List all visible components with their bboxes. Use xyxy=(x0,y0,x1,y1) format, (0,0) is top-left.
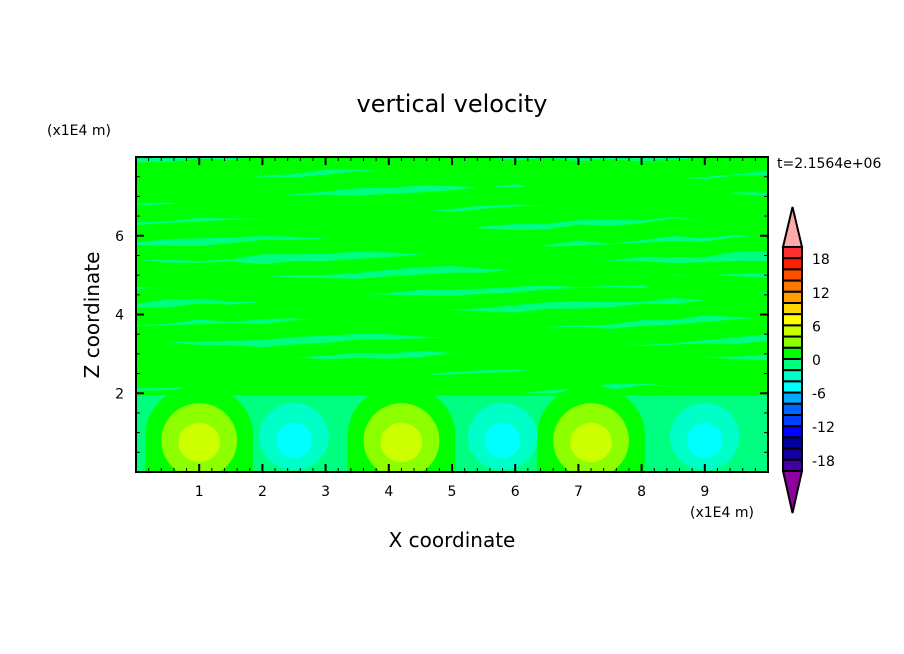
colorbar-swatch xyxy=(782,313,803,327)
y-unit-label: (x1E4 m) xyxy=(47,123,111,139)
colorbar-tick-label: 0 xyxy=(812,353,821,369)
colorbar-swatch xyxy=(782,447,803,461)
colorbar-under-triangle xyxy=(781,470,804,514)
colorbar-tick-label: 12 xyxy=(812,286,830,302)
contour-band xyxy=(136,166,768,198)
colorbar-swatch xyxy=(782,246,803,260)
contour-band xyxy=(136,185,768,214)
x-tick-label: 6 xyxy=(511,484,520,500)
colorbar-tick-label: 6 xyxy=(812,319,821,335)
x-axis-label: X coordinate xyxy=(389,528,516,552)
x-tick-label: 5 xyxy=(448,484,457,500)
colorbar-swatch xyxy=(782,391,803,405)
colorbar-swatch xyxy=(782,257,803,271)
x-tick-label: 9 xyxy=(700,484,709,500)
x-tick-label: 3 xyxy=(321,484,330,500)
contour-band xyxy=(136,218,768,248)
colorbar-swatch xyxy=(782,302,803,316)
contour-band xyxy=(136,300,768,330)
y-tick-label: 6 xyxy=(115,229,124,245)
y-tick-label: 4 xyxy=(115,308,124,324)
contour-band xyxy=(136,235,768,262)
contour-band xyxy=(136,157,768,183)
contour-band xyxy=(136,316,768,346)
contour-band xyxy=(136,252,768,277)
x-tick-label: 7 xyxy=(574,484,583,500)
downdraft-contour xyxy=(276,422,312,459)
x-tick-label: 1 xyxy=(195,484,204,500)
colorbar-swatch xyxy=(782,335,803,349)
updraft-contour xyxy=(570,422,612,463)
y-axis-label: Z coordinate xyxy=(80,252,104,379)
colorbar-swatch xyxy=(782,346,803,360)
x-tick-label: 2 xyxy=(258,484,267,500)
downdraft-contour xyxy=(687,422,723,459)
colorbar: 18 12 6 0 -6 -12 -18 xyxy=(781,206,835,514)
x-tick-label: 8 xyxy=(637,484,646,500)
colorbar-swatch xyxy=(782,380,803,394)
colorbar-tick-label: -6 xyxy=(812,387,826,403)
x-tick-label: 4 xyxy=(384,484,393,500)
colorbar-swatch xyxy=(782,414,803,428)
colorbar-swatch xyxy=(782,358,803,372)
chart-title: vertical velocity xyxy=(357,90,548,118)
colorbar-tick-label: -18 xyxy=(812,454,835,470)
colorbar-swatch xyxy=(782,402,803,416)
colorbar-swatch xyxy=(782,425,803,439)
updraft-contour xyxy=(178,422,221,463)
colorbar-swatch xyxy=(782,268,803,282)
colorbar-swatch xyxy=(782,290,803,304)
colorbar-tick-label: 18 xyxy=(812,252,830,268)
updraft-contour xyxy=(380,422,423,463)
colorbar-swatch xyxy=(782,324,803,338)
colorbar-swatch xyxy=(782,279,803,293)
x-unit-label: (x1E4 m) xyxy=(690,505,754,521)
axes: 1 2 3 4 5 6 7 8 9 2 4 6 xyxy=(115,156,769,500)
time-label: t=2.1564e+06 xyxy=(777,156,881,172)
colorbar-swatch xyxy=(782,369,803,383)
downdraft-contour xyxy=(484,422,521,459)
contour-band xyxy=(136,268,768,295)
colorbar-over-triangle xyxy=(781,206,804,248)
colorbar-swatch xyxy=(782,436,803,450)
colorbar-swatch xyxy=(782,458,803,472)
contour-field xyxy=(136,157,768,472)
colorbar-tick-label: -12 xyxy=(812,420,835,436)
y-tick-label: 2 xyxy=(115,386,124,402)
